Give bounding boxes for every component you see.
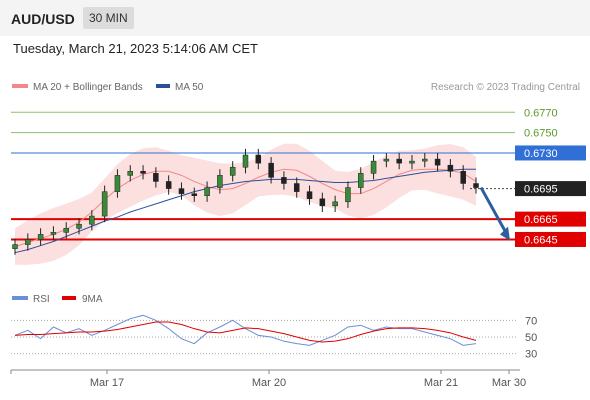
x-tick-label: Mar 17 [90, 377, 124, 389]
level-label-0.6770: 0.6770 [524, 107, 558, 119]
candle-body [50, 232, 57, 235]
x-tick-label: Mar 20 [252, 377, 286, 389]
candle-body [370, 160, 377, 174]
timeframe-button[interactable]: 30 MIN [83, 7, 134, 29]
candle-body [281, 177, 287, 184]
rsi-line [14, 314, 477, 346]
candle-body [422, 158, 428, 162]
ma50-legend-swatch [156, 84, 170, 88]
rsi-ma-line [14, 321, 477, 343]
candle-body [473, 183, 479, 188]
credit-label: Research © 2023 Trading Central [431, 82, 580, 93]
candle-body [319, 198, 326, 207]
candle-body [460, 171, 466, 184]
level-label-0.6730: 0.6730 [524, 148, 558, 160]
rsi-tick-30: 30 [525, 349, 537, 361]
rsi-tick-70: 70 [525, 315, 537, 327]
rsi-panel: 70 50 30 [11, 314, 537, 361]
candle-body [127, 171, 133, 176]
candle-body [204, 187, 210, 196]
candle-body [268, 162, 274, 178]
candle-body [242, 154, 249, 168]
candle-body [76, 223, 82, 229]
candle-body [178, 188, 185, 194]
level-label-0.6750: 0.6750 [524, 128, 558, 140]
candle-body [217, 175, 223, 188]
rsi-legend-label: RSI [33, 294, 50, 305]
level-tag-0.6695 [515, 181, 586, 197]
candle-body [101, 191, 108, 217]
candle-body [153, 173, 159, 182]
candle-body [434, 158, 441, 166]
candle-body [383, 158, 390, 162]
ma20-legend-label: MA 20 + Bollinger Bands [33, 82, 143, 93]
x-tick-label: Mar 21 [424, 377, 458, 389]
candle-body [306, 191, 313, 200]
candle-body [255, 154, 262, 164]
header-bar: AUD/USD 30 MIN [0, 0, 590, 36]
candle-body [165, 181, 172, 189]
candle-body [409, 160, 415, 164]
candle-body [229, 166, 236, 176]
candle-body [25, 239, 31, 245]
candle-body [332, 201, 338, 207]
forecast-arrow-head [500, 226, 510, 241]
rsi-legend-swatch [12, 296, 28, 300]
ma20-legend-swatch [12, 84, 28, 88]
forecast-arrow-shaft [479, 186, 509, 236]
ma50-legend-label: MA 50 [175, 82, 204, 93]
candle-body [12, 244, 18, 249]
candle-body [63, 228, 69, 233]
rsi-tick-50: 50 [525, 332, 537, 344]
level-label-0.6645: 0.6645 [524, 234, 558, 246]
candle-body [345, 187, 351, 203]
candle-body [293, 183, 300, 192]
level-tag-0.6730 [515, 145, 586, 161]
candle-body [396, 158, 402, 164]
x-axis-labels: Mar 17 Mar 20 Mar 21 Mar 30 [10, 370, 526, 389]
candle-body [447, 164, 454, 172]
candle-body [89, 215, 95, 225]
level-label-0.6665: 0.6665 [524, 214, 558, 226]
level-tag-0.6645 [515, 231, 586, 247]
ma9-legend-swatch [62, 296, 76, 300]
x-tick-label: Mar 30 [492, 377, 526, 389]
candle-body [358, 173, 364, 188]
level-tag-0.6665 [515, 211, 586, 227]
level-label-0.6695: 0.6695 [524, 184, 558, 196]
candle-body [37, 234, 44, 240]
datetime-label: Tuesday, March 21, 2023 5:14:06 AM CET [13, 41, 258, 56]
candle-body [114, 175, 121, 192]
pair-label: AUD/USD [11, 11, 75, 27]
main-panel: 0.6770 0.6750 0.6730 0.6695 0.6665 0.6645 [11, 107, 586, 265]
candle-body [140, 171, 146, 174]
ma9-legend-label: 9MA [82, 294, 103, 305]
candle-body [191, 193, 198, 196]
